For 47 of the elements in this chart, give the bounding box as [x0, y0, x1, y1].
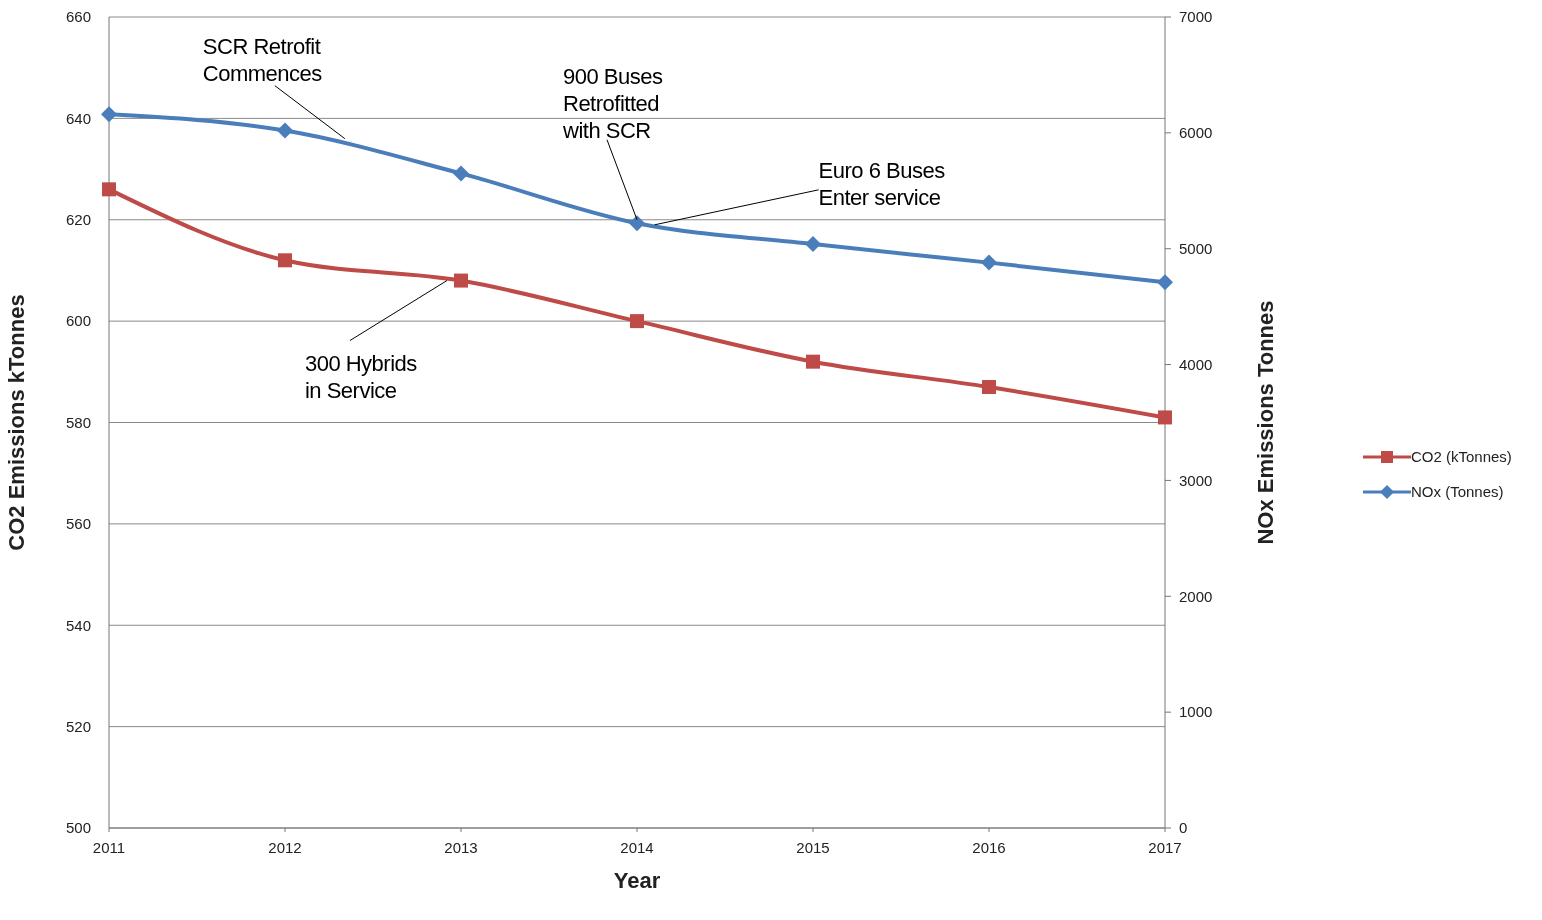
- point: [101, 106, 117, 123]
- y-tick-label: 540: [65, 616, 91, 634]
- y-tick-label: 520: [65, 717, 91, 735]
- annotation: 300 Hybrids in Service: [304, 350, 418, 403]
- y2-tick-label: 5000: [1179, 240, 1213, 258]
- y2-tick-label: 1000: [1179, 703, 1213, 721]
- point: [277, 122, 293, 139]
- y-tick-label: 600: [65, 312, 91, 330]
- point: [982, 380, 996, 395]
- point: [102, 182, 116, 197]
- point: [1157, 274, 1173, 291]
- y2-tick-label: 6000: [1179, 124, 1213, 142]
- y2-tick-label: 3000: [1179, 471, 1213, 489]
- x-tick-label: 2014: [620, 838, 654, 856]
- x-axis-title: Year: [613, 868, 661, 893]
- annotation: 900 Buses Retrofitted with SCR: [562, 63, 663, 143]
- x-tick-label: 2017: [1148, 838, 1182, 856]
- y-tick-label: 660: [65, 8, 91, 26]
- x-tick-label: 2015: [796, 838, 830, 856]
- y2-axis-title: NOx Emissions Tonnes: [1252, 300, 1278, 545]
- point: [630, 314, 644, 329]
- annotation: Euro 6 Buses Enter service: [818, 157, 946, 210]
- x-tick-label: 2011: [92, 838, 126, 856]
- annotation: SCR Retrofit Commences: [202, 33, 323, 86]
- point: [981, 254, 997, 271]
- y-tick-label: 580: [65, 413, 91, 431]
- y2-tick-label: 0: [1179, 819, 1188, 837]
- x-tick-label: 2012: [268, 838, 302, 856]
- y-tick-label: 620: [65, 211, 91, 229]
- legend-label: NOx (Tonnes): [1411, 483, 1504, 500]
- point: [454, 273, 468, 288]
- x-tick-label: 2013: [444, 838, 478, 856]
- point: [278, 253, 292, 268]
- x-tick-label: 2016: [972, 838, 1006, 856]
- y-tick-label: 500: [65, 819, 91, 837]
- y2-tick-label: 4000: [1179, 355, 1213, 373]
- y2-tick-label: 2000: [1179, 587, 1213, 605]
- point: [805, 236, 821, 253]
- y2-tick-label: 7000: [1179, 8, 1213, 26]
- y-tick-label: 640: [65, 109, 91, 127]
- y-tick-label: 560: [65, 515, 91, 533]
- point: [1158, 410, 1172, 425]
- legend-label: CO2 (kTonnes): [1411, 448, 1512, 465]
- point: [629, 215, 645, 232]
- point: [453, 165, 469, 182]
- point: [806, 354, 820, 369]
- y-axis-title: CO2 Emissions kTonnes: [3, 294, 29, 551]
